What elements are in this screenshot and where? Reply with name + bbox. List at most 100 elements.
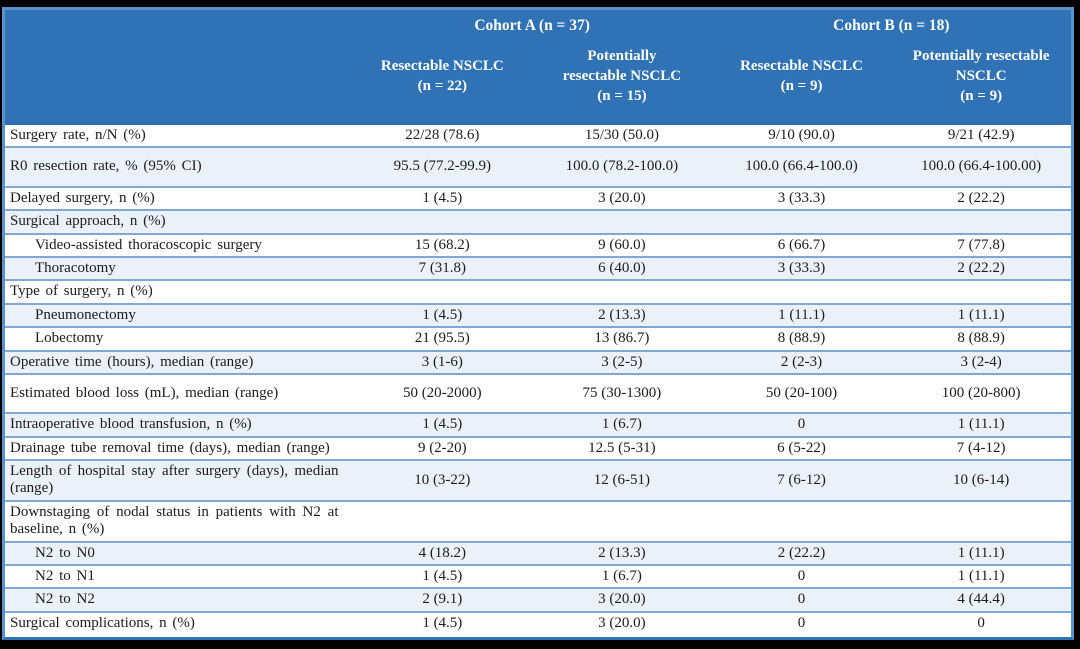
row-label: Delayed surgery, n (%): [5, 186, 353, 212]
cell-value: 8 (88.9): [711, 327, 892, 352]
cohort-b-header: Cohort B (n = 18): [711, 10, 1071, 37]
cell-value: 7 (4-12): [891, 436, 1071, 462]
cell-value: 75 (30-1300): [532, 373, 712, 415]
row-label: Downstaging of nodal status in patients …: [5, 500, 353, 543]
cell-value: 2 (22.2): [891, 256, 1071, 282]
table-row: Surgical approach, n (%): [5, 210, 1071, 235]
cell-value: [711, 500, 892, 543]
cell-value: 100 (20-800): [891, 373, 1071, 415]
row-label: Length of hospital stay after surgery (d…: [5, 460, 353, 502]
cell-value: 2 (9.1): [352, 588, 533, 613]
row-label: Surgical approach, n (%): [5, 210, 353, 235]
cell-value: 3 (20.0): [532, 186, 712, 212]
table-row: Delayed surgery, n (%) 1 (4.5) 3 (20.0) …: [5, 186, 1071, 212]
table-header: Cohort A (n = 37) Cohort B (n = 18) Rese…: [5, 10, 1071, 125]
cell-value: 9 (60.0): [532, 233, 712, 258]
row-label: Drainage tube removal time (days), media…: [5, 436, 353, 462]
table-row: Operative time (hours), median (range) 3…: [5, 350, 1071, 375]
table-row: Pneumonectomy 1 (4.5) 2 (13.3) 1 (11.1) …: [5, 303, 1071, 329]
cell-value: 4 (18.2): [352, 541, 533, 567]
row-label: Type of surgery, n (%): [5, 280, 353, 305]
row-label: N2 to N1: [5, 565, 353, 590]
cell-value: 13 (86.7): [532, 327, 712, 352]
table-row: N2 to N2 2 (9.1) 3 (20.0) 0 4 (44.4): [5, 588, 1071, 613]
cell-value: 12 (6-51): [532, 460, 712, 502]
cell-value: [891, 280, 1071, 305]
cell-value: 1 (6.7): [532, 413, 712, 438]
row-label: Pneumonectomy: [5, 303, 353, 329]
cell-value: [532, 280, 712, 305]
cell-value: [711, 280, 892, 305]
cell-value: 15/30 (50.0): [532, 123, 712, 149]
cell-value: 2 (13.3): [532, 541, 712, 567]
cell-value: 1 (11.1): [711, 303, 892, 329]
cell-value: 9/10 (90.0): [711, 123, 892, 149]
cell-value: 3 (20.0): [598, 614, 646, 631]
cell-value: 9 (2-20): [352, 436, 533, 462]
table-row: Surgical complications, n (%) 1 (4.5) 3 …: [5, 612, 1071, 634]
cell-value: 0: [711, 413, 892, 438]
cell-value: 6 (40.0): [532, 256, 712, 282]
cohort-a-header: Cohort A (n = 37): [352, 10, 712, 37]
cell-value: [352, 500, 533, 543]
surgical-outcomes-table: Cohort A (n = 37) Cohort B (n = 18) Rese…: [5, 10, 1071, 634]
cell-value: 7 (77.8): [891, 233, 1071, 258]
cell-value: [711, 210, 892, 235]
cell-value: 1 (11.1): [891, 303, 1071, 329]
cohort-header-row: Cohort A (n = 37) Cohort B (n = 18): [5, 10, 1071, 37]
cell-value: 10 (6-14): [891, 460, 1071, 502]
cell-value: 10 (3-22): [352, 460, 533, 502]
cell-value: 2 (13.3): [532, 303, 712, 329]
corner-cell: [5, 10, 353, 37]
cell-value: 100.0 (66.4-100.00): [891, 147, 1071, 188]
cell-value: 0: [977, 614, 985, 631]
row-label: R0 resection rate, % (95% CI): [5, 147, 353, 188]
table-row: R0 resection rate, % (95% CI) 95.5 (77.2…: [5, 147, 1071, 188]
cell-value: 1 (4.5): [352, 186, 533, 212]
cell-value: 3 (1-6): [352, 350, 533, 375]
row-label: Lobectomy: [5, 327, 353, 352]
row-label: Estimated blood loss (mL), median (range…: [5, 373, 353, 415]
cell-value: 7 (31.8): [352, 256, 533, 282]
cell-value: 2 (22.2): [891, 186, 1071, 212]
column-header-potentially-resectable-nsclc-b: Potentially resectable NSCLC (n = 9): [891, 37, 1071, 125]
cell-value: 3 (20.0): [532, 588, 712, 613]
cell-value: 22/28 (78.6): [352, 123, 533, 149]
row-label: N2 to N0: [5, 541, 353, 567]
cell-value: [891, 210, 1071, 235]
cell-value: 100.0 (78.2-100.0): [532, 147, 712, 188]
table-row: Thoracotomy 7 (31.8) 6 (40.0) 3 (33.3) 2…: [5, 256, 1071, 282]
cell-value: [532, 210, 712, 235]
table-row: Video-assisted thoracoscopic surgery 15 …: [5, 233, 1071, 258]
cell-value: 1 (4.5): [422, 614, 463, 631]
corner-cell: [5, 37, 353, 125]
cell-value: 0: [797, 614, 806, 631]
table-row: N2 to N0 4 (18.2) 2 (13.3) 2 (22.2) 1 (1…: [5, 541, 1071, 567]
cell-value: 3 (33.3): [711, 186, 892, 212]
table-row: Type of surgery, n (%): [5, 280, 1071, 305]
cell-value: 1 (11.1): [891, 413, 1071, 438]
cell-value: 0: [711, 565, 892, 590]
row-label: Surgical complications, n (%): [10, 614, 195, 631]
cell-value: 100.0 (66.4-100.0): [711, 147, 892, 188]
row-label: Operative time (hours), median (range): [5, 350, 353, 375]
cell-value: [352, 280, 533, 305]
cell-value: 1 (11.1): [891, 565, 1071, 590]
table-row: N2 to N1 1 (4.5) 1 (6.7) 0 1 (11.1): [5, 565, 1071, 590]
cell-value: [352, 210, 533, 235]
table-row: Intraoperative blood transfusion, n (%) …: [5, 413, 1071, 438]
cell-value: 50 (20-2000): [352, 373, 533, 415]
cell-value: 1 (4.5): [352, 565, 533, 590]
cell-value: 0: [711, 588, 892, 613]
cell-value: 6 (66.7): [711, 233, 892, 258]
row-label: Intraoperative blood transfusion, n (%): [5, 413, 353, 438]
cell-value: 8 (88.9): [891, 327, 1071, 352]
cell-value: 2 (22.2): [711, 541, 892, 567]
row-label: Video-assisted thoracoscopic surgery: [5, 233, 353, 258]
cell-value: 2 (2-3): [711, 350, 892, 375]
cell-value: 1 (6.7): [532, 565, 712, 590]
cell-value: [891, 500, 1071, 543]
table-row: Downstaging of nodal status in patients …: [5, 500, 1071, 543]
cell-value: 4 (44.4): [891, 588, 1071, 613]
table-row: Length of hospital stay after surgery (d…: [5, 460, 1071, 502]
